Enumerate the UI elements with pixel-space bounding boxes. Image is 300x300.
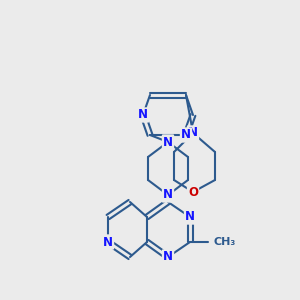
Text: N: N xyxy=(163,250,173,263)
Text: CH₃: CH₃ xyxy=(214,237,236,247)
Text: O: O xyxy=(188,185,198,199)
Text: N: N xyxy=(103,236,113,248)
Text: N: N xyxy=(163,188,173,202)
Text: N: N xyxy=(185,211,195,224)
Text: N: N xyxy=(163,136,173,148)
Text: N: N xyxy=(138,109,148,122)
Text: N: N xyxy=(188,127,198,140)
Text: N: N xyxy=(181,128,191,142)
